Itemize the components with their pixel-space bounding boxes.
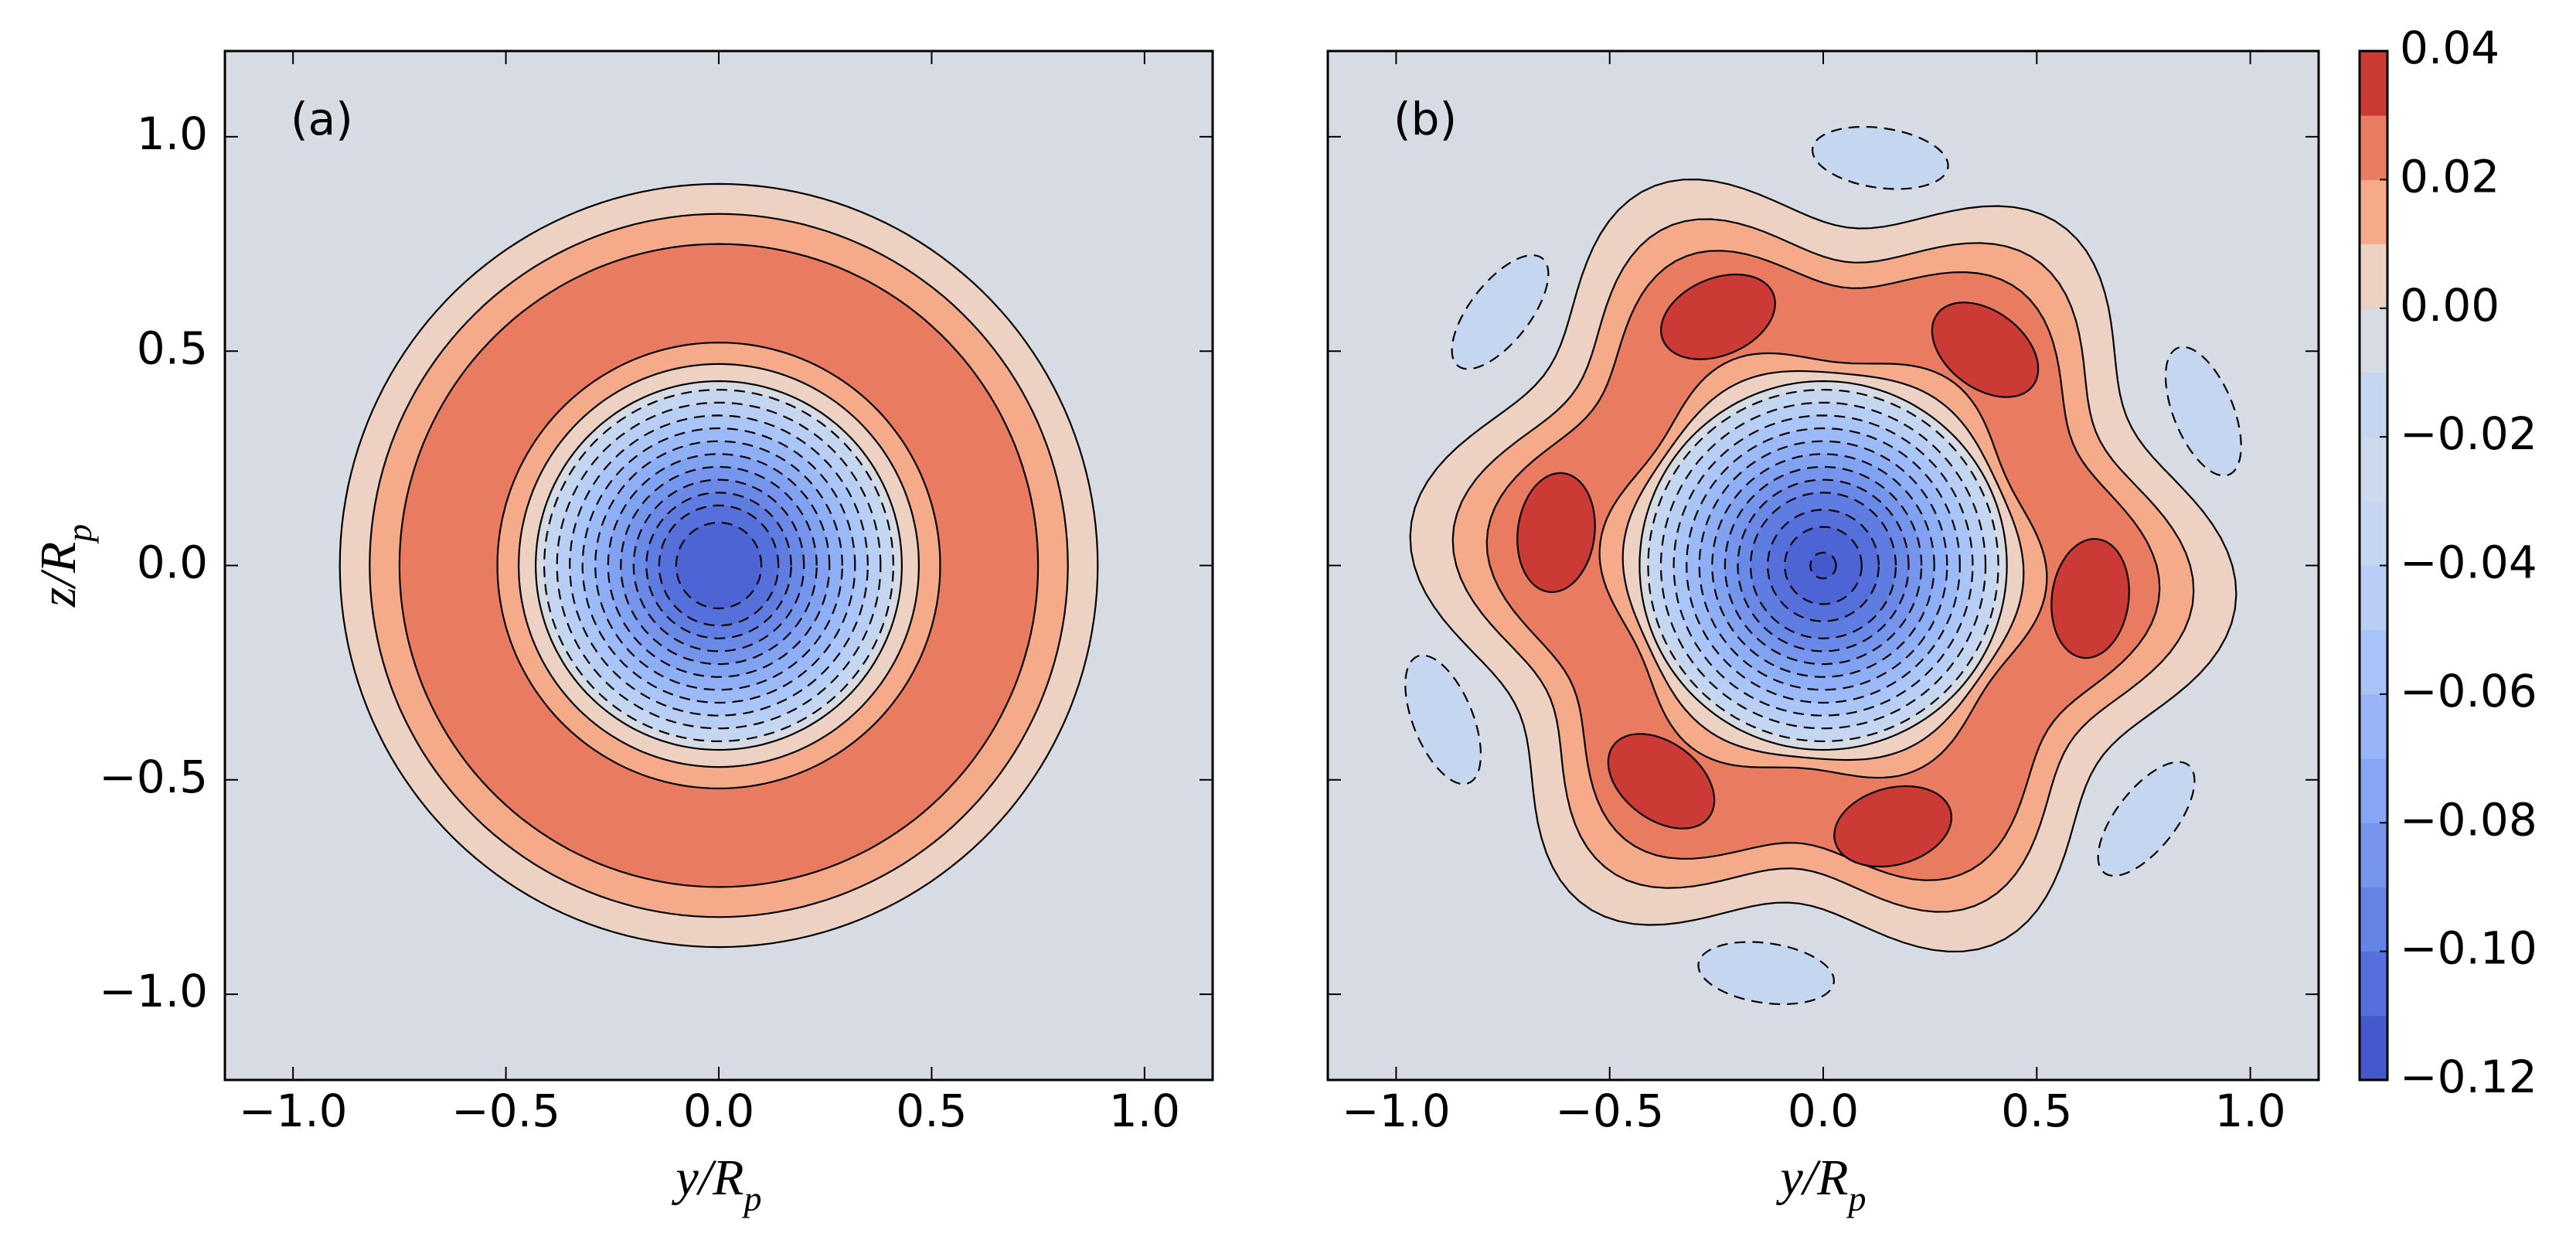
contour-blob [2050,537,2130,659]
colorbar-band [2360,629,2387,695]
colorbar-band [2360,887,2387,952]
plot-area [225,51,1213,1080]
panel-label: (b) [1393,93,1457,145]
x-tick-label: 0.5 [2001,1085,2072,1137]
x-tick-label: 0.0 [1788,1085,1859,1137]
colorbar-band [2360,437,2387,502]
x-axis-label: y/Rp [672,1150,762,1218]
contour-blob [1404,654,1482,785]
colorbar-tick-label: −0.10 [2400,922,2537,975]
colorbar-band [2360,372,2387,438]
y-tick-label: −0.5 [99,751,208,803]
y-tick-label: 1.0 [137,107,208,160]
x-tick-label: −1.0 [239,1085,348,1137]
contour [675,521,763,610]
contour-blob [1660,273,1776,360]
y-tick-label: −1.0 [99,965,208,1017]
x-tick-label: 1.0 [1109,1085,1180,1137]
colorbar-tick-label: −0.12 [2400,1051,2537,1103]
y-tick-label: 0.0 [137,537,208,589]
colorbar-band [2360,501,2387,566]
contour-blob [1833,785,1953,868]
colorbar-band [2360,308,2387,373]
colorbar-tick-label: −0.04 [2400,537,2537,589]
colorbar-band [2360,758,2387,823]
contour-blob [2164,346,2242,477]
colorbar-band [2360,51,2387,116]
x-tick-label: 1.0 [2214,1085,2285,1137]
plot-area [1328,51,2319,1080]
panel-label: (a) [291,93,353,145]
colorbar-band [2360,565,2387,631]
colorbar-band [2360,951,2387,1017]
x-tick-label: −1.0 [1342,1085,1451,1137]
y-tick-label: 0.5 [137,322,208,374]
contour [1809,551,1837,580]
contour-blob [1607,733,1716,829]
colorbar-tick-label: −0.08 [2400,793,2537,846]
x-tick-label: 0.5 [896,1085,967,1137]
contour-blob [2097,761,2196,877]
contour-blob [1451,254,1550,370]
contour-blob [1931,301,2040,398]
colorbar-tick-label: 0.04 [2400,22,2499,74]
contour-blob [1812,125,1949,190]
colorbar-tick-label: −0.06 [2400,665,2537,717]
colorbar-tick-label: 0.02 [2400,150,2499,203]
contour-blob [1697,941,1835,1006]
x-tick-label: 0.0 [683,1085,754,1137]
colorbar-band [2360,179,2387,245]
colorbar-band [2360,693,2387,759]
x-tick-label: −0.5 [451,1085,560,1137]
y-axis-label: z/Rp [30,524,99,608]
colorbar-tick-label: 0.00 [2400,279,2499,332]
colorbar-band [2360,823,2387,887]
colorbar-band [2360,1015,2387,1081]
colorbar-band [2360,115,2387,180]
x-tick-label: −0.5 [1555,1085,1664,1137]
colorbar-tick-label: −0.02 [2400,407,2537,460]
colorbar-band [2360,244,2387,309]
x-axis-label: y/Rp [1776,1150,1866,1218]
contour-blob [1516,472,1596,594]
